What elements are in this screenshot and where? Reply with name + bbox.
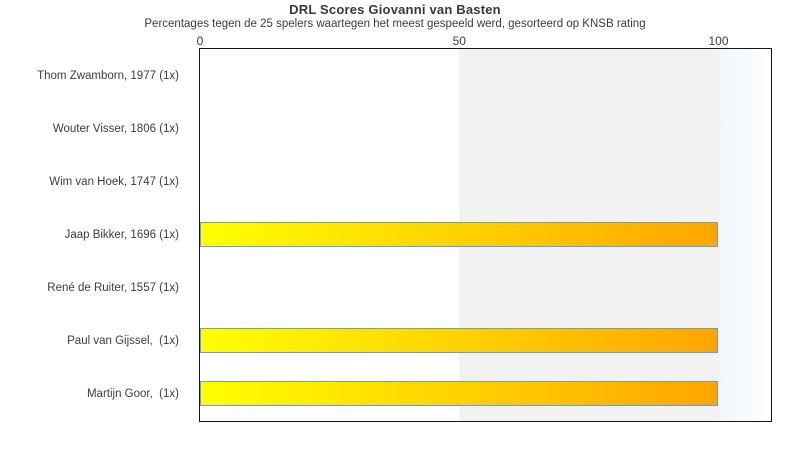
- bar: [200, 328, 718, 354]
- bar: [200, 381, 718, 407]
- y-axis-label: Paul van Gijssel, (1x): [67, 335, 179, 348]
- y-axis-label: Jaap Bikker, 1696 (1x): [64, 228, 179, 241]
- y-axis-label: René de Ruiter, 1557 (1x): [47, 282, 179, 295]
- y-axis: Thom Zwamborn, 1977 (1x) Wouter Visser, 1…: [0, 49, 189, 421]
- y-axis-label: Wim van Hoek, 1747 (1x): [49, 175, 179, 188]
- y-axis-label: Martijn Goor, (1x): [86, 388, 179, 401]
- y-axis-label: Thom Zwamborn, 1977 (1x): [37, 69, 179, 82]
- chart-title: DRL Scores Giovanni van Basten: [289, 2, 501, 17]
- y-axis-label: Wouter Visser, 1806 (1x): [52, 122, 179, 135]
- x-tick-label: 0: [196, 34, 204, 48]
- x-tick-label: 100: [708, 34, 729, 48]
- plot-area: [199, 48, 772, 422]
- bar: [200, 222, 718, 247]
- x-tick-label: 50: [452, 34, 466, 48]
- plot-band: [718, 49, 771, 421]
- chart-subtitle: Percentages tegen de 25 spelers waartege…: [144, 18, 646, 30]
